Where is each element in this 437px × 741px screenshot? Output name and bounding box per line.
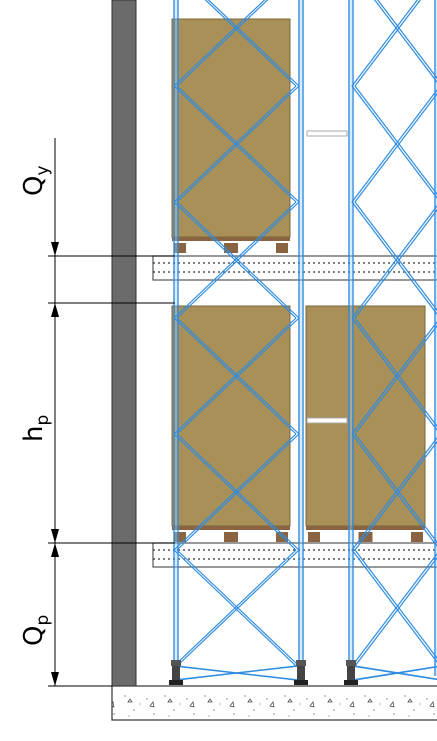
dimension-arrow (51, 242, 59, 256)
brace (176, 665, 300, 681)
floor-slab (111, 685, 437, 721)
pallet-deck (172, 237, 290, 241)
brace (173, 0, 266, 87)
pallet-gap (172, 241, 290, 243)
brace (173, 201, 297, 319)
pallet-load (171, 305, 291, 527)
baseplate (297, 666, 305, 680)
pallet-load (171, 18, 291, 238)
footplate (344, 680, 358, 685)
brace (351, 88, 437, 203)
brace (354, 208, 437, 319)
brace (354, 440, 437, 551)
dimension-label-qp: Qp (19, 615, 53, 646)
brace (351, 0, 418, 87)
pallet-block (224, 243, 238, 253)
pallet-block (174, 243, 186, 253)
dimension-label-qy: Qy (19, 165, 53, 196)
brace (377, 0, 437, 80)
brace (351, 436, 437, 551)
footplate (169, 680, 183, 685)
pallet-gap (306, 530, 425, 532)
brace (354, 666, 437, 681)
spacer-bar (306, 417, 348, 424)
wall (111, 0, 137, 687)
baseplate-bolt (296, 660, 306, 666)
brace (354, 324, 437, 435)
pallet-deck (306, 526, 425, 530)
brace (176, 549, 300, 667)
dimension-label-hp: hp (19, 415, 53, 442)
dimension-arrow (51, 529, 59, 543)
brace (354, 0, 421, 87)
beam (152, 255, 437, 281)
brace (173, 549, 297, 667)
brace (351, 204, 437, 319)
brace (351, 552, 437, 667)
baseplate (347, 666, 355, 680)
brace (173, 433, 297, 551)
baseplate (172, 666, 180, 680)
brace (176, 0, 269, 87)
pallet-block (174, 532, 186, 542)
brace (173, 85, 297, 203)
brace (176, 201, 300, 319)
brace (176, 433, 300, 551)
dimension-arrow (51, 543, 59, 557)
pallet-block (224, 532, 238, 542)
dimension-arrow (51, 303, 59, 317)
pallet-block (411, 532, 423, 542)
brace (173, 317, 297, 435)
brace (176, 317, 300, 435)
rack-uprights (169, 0, 437, 685)
baseplate-bolt (346, 660, 356, 666)
brace (354, 92, 437, 203)
baseplate-bolt (171, 660, 181, 666)
pallet-block (276, 243, 288, 253)
footplate (294, 680, 308, 685)
spacer-bar (306, 130, 348, 137)
pallet-block (308, 532, 320, 542)
brace (351, 320, 437, 435)
pallet-deck (172, 526, 290, 530)
brace (354, 556, 437, 667)
brace (176, 85, 300, 203)
dimension-arrow (51, 672, 59, 686)
dimension-lines (48, 138, 175, 687)
pallet-gap (172, 530, 290, 532)
